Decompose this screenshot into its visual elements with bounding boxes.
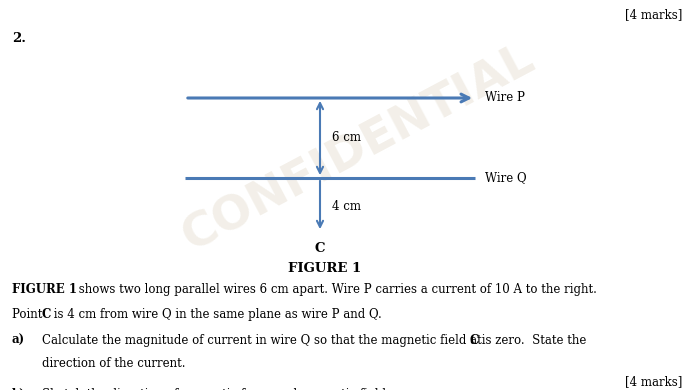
Text: C: C bbox=[41, 308, 51, 321]
Text: [4 marks]: [4 marks] bbox=[624, 375, 682, 388]
Text: direction of the current.: direction of the current. bbox=[42, 357, 186, 370]
Text: Sketch the direction of magnetic force and magnetic field on: Sketch the direction of magnetic force a… bbox=[42, 388, 404, 390]
Text: 4 cm: 4 cm bbox=[332, 200, 361, 213]
Text: is 4 cm from wire Q in the same plane as wire P and Q.: is 4 cm from wire Q in the same plane as… bbox=[50, 308, 382, 321]
Text: shows two long parallel wires 6 cm apart. Wire P carries a current of 10 A to th: shows two long parallel wires 6 cm apart… bbox=[75, 283, 597, 296]
Text: FIGURE 1: FIGURE 1 bbox=[288, 262, 361, 275]
Text: [4 marks]: [4 marks] bbox=[624, 8, 682, 21]
Text: Calculate the magnitude of current in wire Q so that the magnetic field at: Calculate the magnitude of current in wi… bbox=[42, 334, 486, 347]
Text: Wire Q: Wire Q bbox=[485, 172, 526, 184]
Text: C: C bbox=[470, 334, 480, 347]
Text: b): b) bbox=[12, 388, 26, 390]
Text: a): a) bbox=[12, 334, 25, 347]
Text: Wire P: Wire P bbox=[485, 92, 525, 105]
Text: 6 cm: 6 cm bbox=[332, 131, 361, 145]
Text: is zero.  State the: is zero. State the bbox=[478, 334, 587, 347]
Text: 2.: 2. bbox=[12, 32, 26, 45]
Text: CONFIDENTIAL: CONFIDENTIAL bbox=[175, 36, 542, 260]
Text: C: C bbox=[315, 242, 325, 255]
Text: Point: Point bbox=[12, 308, 46, 321]
Text: FIGURE 1: FIGURE 1 bbox=[12, 283, 77, 296]
